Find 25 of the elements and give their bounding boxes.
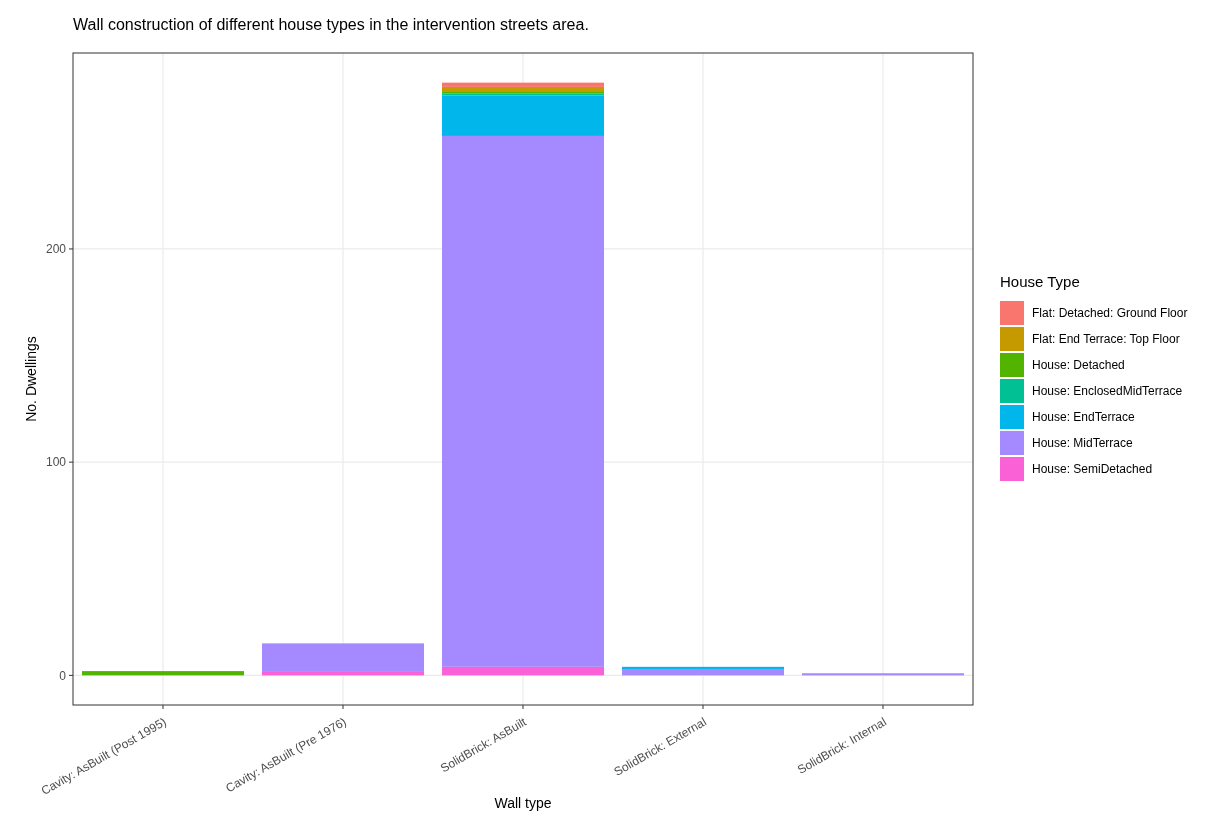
legend-label: House: EndTerrace [1032, 410, 1136, 425]
bar [442, 135, 604, 667]
bar [622, 668, 784, 676]
y-tick-label: 100 [45, 455, 67, 470]
legend-label: House: Detached [1032, 358, 1125, 373]
legend-label: House: MidTerrace [1032, 436, 1134, 451]
bar [262, 643, 424, 672]
bar [442, 86, 604, 92]
bar [82, 671, 244, 676]
bar [262, 671, 424, 676]
bar [442, 82, 604, 87]
bar [442, 666, 604, 676]
legend-label: House: EnclosedMidTerrace [1032, 384, 1183, 399]
x-axis-title: Wall type [494, 795, 552, 811]
bar [442, 95, 604, 136]
legend-label: Flat: End Terrace: Top Floor [1032, 332, 1180, 347]
bar [622, 666, 784, 669]
bar [802, 673, 964, 676]
legend-label: Flat: Detached: Ground Floor [1032, 306, 1188, 321]
chart-title: Wall construction of different house types in the intervention streets area. [73, 16, 589, 33]
y-tick-label: 0 [59, 668, 67, 683]
legend-title: House Type [1000, 273, 1080, 290]
y-axis-title: No. Dwellings [23, 336, 39, 422]
y-tick-label: 200 [45, 242, 67, 257]
legend-label: House: SemiDetached [1032, 462, 1153, 477]
